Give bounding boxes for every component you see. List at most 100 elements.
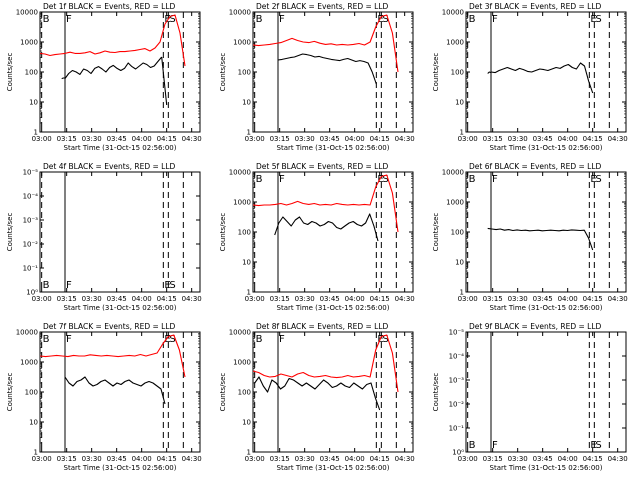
y-tick-label: 10⁻² [23,241,39,249]
marker-label: E [164,334,170,345]
y-axis-label: Counts/sec [219,213,227,252]
marker-label: E [164,280,170,291]
x-axis-title: Start Time (31-Oct-15 02:56:00) [490,144,603,152]
plot-title: Det 7f BLACK = Events, RED = LLD [43,322,176,331]
x-axis-title: Start Time (31-Oct-15 02:56:00) [490,304,603,312]
marker-label: B [256,174,263,185]
marker-label: B [469,14,476,25]
events-series-line-segment [61,77,65,80]
y-tick-label: 100 [25,69,38,77]
x-tick-label: 04:00 [345,455,365,463]
y-axis-label: Counts/sec [6,213,14,252]
x-axis-title: Start Time (31-Oct-15 02:56:00) [277,304,390,312]
events-series-line [64,56,163,79]
plot-frame [252,331,414,453]
y-tick-label: 10000 [229,329,251,337]
y-tick-label: 1 [460,289,464,297]
plot-frame [39,11,201,133]
plot-panel: Det 2f BLACK = Events, RED = LLD 1 10 100 10… [219,2,415,152]
lld-series-line [252,174,399,233]
marker-label: B [469,440,476,451]
x-tick-label: 03:45 [533,455,553,463]
x-tick-label: 03:30 [508,295,528,303]
y-tick-label: 10⁻¹ [449,425,465,433]
plot-panel: Det 3f BLACK = Events, RED = LLD 1 10 100 10… [432,2,628,152]
lld-series-line [252,334,399,393]
x-tick-label: 03:00 [245,135,265,143]
x-tick-label: 04:00 [345,295,365,303]
x-tick-label: 04:30 [182,135,202,143]
plot-panel: Det 6f BLACK = Events, RED = LLD 1 10 100 10… [432,162,628,312]
y-tick-label: 10 [29,419,38,427]
y-tick-label: 1 [34,129,38,137]
y-tick-label: 10⁻⁴ [449,353,465,361]
marker-label: S [169,280,175,291]
x-tick-label: 03:00 [32,455,52,463]
x-tick-label: 03:30 [508,455,528,463]
x-tick-label: 04:15 [157,295,177,303]
y-axis-label: Counts/sec [432,213,440,252]
marker-label: F [66,280,72,291]
y-tick-label: 10000 [442,9,464,17]
x-tick-label: 03:15 [270,295,290,303]
x-tick-label: 03:15 [483,455,503,463]
events-series-line-segment [487,71,492,74]
y-tick-label: 10000 [229,9,251,17]
y-tick-label: 10⁻² [449,401,465,409]
y-tick-label: 10000 [16,329,38,337]
plot-frame [465,171,627,293]
y-tick-label: 10⁻³ [449,377,465,385]
marker-label: F [492,174,498,185]
marker-label: E [377,174,383,185]
y-tick-label: 10⁻³ [23,217,39,225]
marker-label: S [595,14,601,25]
y-tick-label: 1 [247,449,251,457]
marker-label: B [469,174,476,185]
y-tick-label: 1 [247,129,251,137]
x-tick-label: 04:30 [608,295,628,303]
plot-frame [39,171,201,293]
marker-label: F [279,334,285,345]
x-tick-label: 04:30 [182,295,202,303]
plot-frame [39,331,201,453]
x-tick-label: 03:15 [270,455,290,463]
marker-label: S [595,174,601,185]
events-series-line-segment [161,56,168,106]
marker-label: B [43,334,50,345]
x-tick-label: 04:15 [157,455,177,463]
y-tick-label: 10 [242,99,251,107]
y-axis-label: Counts/sec [432,373,440,412]
plot-panel: Det 9f BLACK = Events, RED = LLD 10⁰ 10⁻¹ 1… [432,322,628,472]
y-axis-label: Counts/sec [6,373,14,412]
y-tick-label: 100 [451,69,464,77]
y-tick-label: 100 [238,69,251,77]
y-tick-label: 1000 [446,199,464,207]
x-tick-label: 03:45 [107,135,127,143]
y-tick-label: 1000 [446,39,464,47]
marker-label: F [279,174,285,185]
x-axis-title: Start Time (31-Oct-15 02:56:00) [64,144,177,152]
plot-panel: Det 8f BLACK = Events, RED = LLD 1 10 100 10… [219,322,415,472]
x-tick-label: 04:00 [558,135,578,143]
x-tick-label: 03:30 [295,455,315,463]
x-axis-title: Start Time (31-Oct-15 02:56:00) [490,464,603,472]
x-tick-label: 03:30 [82,295,102,303]
y-axis-label: Counts/sec [219,373,227,412]
marker-label: E [590,440,596,451]
x-tick-label: 04:15 [583,295,603,303]
x-tick-label: 04:15 [157,135,177,143]
x-axis-title: Start Time (31-Oct-15 02:56:00) [64,464,177,472]
y-tick-label: 10000 [442,169,464,177]
y-tick-label: 1 [34,449,38,457]
plot-frame [465,331,627,453]
x-tick-label: 03:00 [458,135,478,143]
x-tick-label: 04:00 [132,295,152,303]
y-tick-label: 10000 [16,9,38,17]
plot-title: Det 9f BLACK = Events, RED = LLD [469,322,602,331]
plot-title: Det 4f BLACK = Events, RED = LLD [43,162,176,171]
marker-label: S [382,334,388,345]
plot-frame [252,171,414,293]
x-tick-label: 03:00 [458,455,478,463]
x-axis-title: Start Time (31-Oct-15 02:56:00) [64,304,177,312]
